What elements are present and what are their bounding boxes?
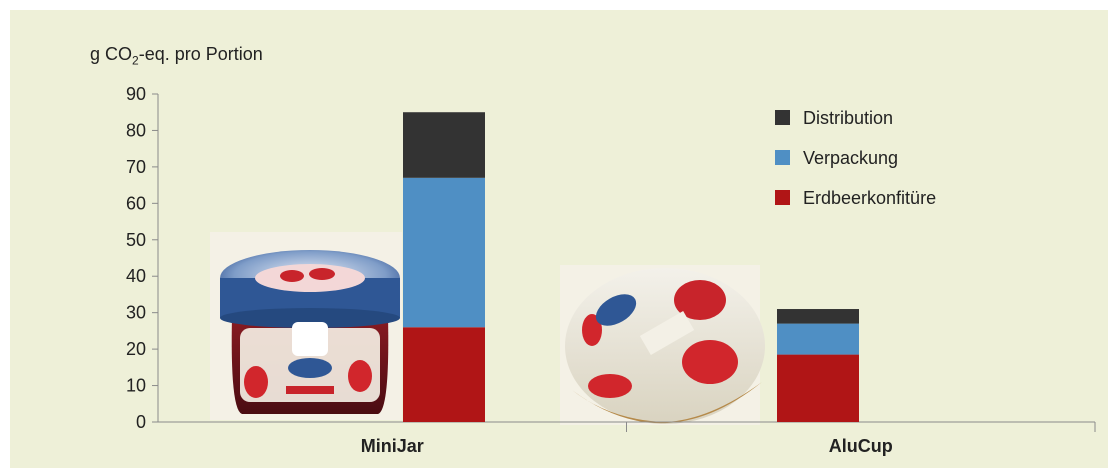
y-tick-label: 20: [126, 339, 146, 359]
bar-segment: [777, 324, 859, 355]
x-tick-label: AluCup: [829, 436, 893, 456]
legend-label: Erdbeerkonfitüre: [803, 188, 936, 208]
chart-frame: g CO2-eq. pro Portion: [10, 10, 1108, 468]
legend-swatch: [775, 150, 790, 165]
y-tick-label: 40: [126, 266, 146, 286]
y-tick-label: 80: [126, 120, 146, 140]
bar-segment: [403, 327, 485, 422]
y-tick-label: 50: [126, 230, 146, 250]
bar-segment: [403, 178, 485, 327]
legend-label: Verpackung: [803, 148, 898, 168]
y-tick-label: 70: [126, 157, 146, 177]
bar-segment: [777, 309, 859, 324]
minijar-photo: [210, 232, 402, 420]
alucup-photo: [560, 265, 765, 425]
y-tick-label: 60: [126, 193, 146, 213]
chart-svg: 0 10 20 30 40 50 60 70 80 90 MiniJar AluCup Distribu…: [10, 10, 1108, 468]
y-tick-label: 30: [126, 303, 146, 323]
y-tick-label: 90: [126, 84, 146, 104]
x-tick-label: MiniJar: [361, 436, 424, 456]
bar-segment: [777, 355, 859, 422]
bar-segment: [403, 112, 485, 178]
legend-label: Distribution: [803, 108, 893, 128]
y-tick-label: 0: [136, 412, 146, 432]
y-tick-label: 10: [126, 376, 146, 396]
legend-swatch: [775, 110, 790, 125]
legend-swatch: [775, 190, 790, 205]
